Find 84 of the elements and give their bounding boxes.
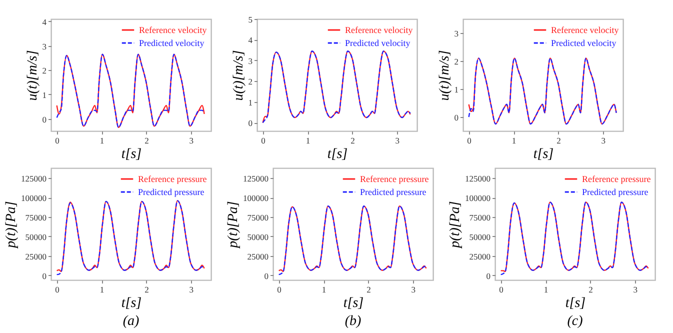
legend-label: Reference velocity bbox=[551, 25, 620, 35]
y-axis-title: u(t)[m/s] bbox=[437, 50, 452, 101]
y-tick-label: 100000 bbox=[465, 193, 490, 204]
x-tick-label: 3 bbox=[601, 136, 606, 146]
y-axis-title: u(t)[m/s] bbox=[25, 50, 40, 101]
legend-label: Predicted velocity bbox=[345, 38, 411, 48]
legend-label: Predicted pressure bbox=[360, 187, 426, 197]
y-tick-label: 125000 bbox=[465, 174, 490, 184]
x-tick-label: 3 bbox=[189, 284, 194, 294]
y-tick-label: 4 bbox=[248, 35, 254, 46]
x-axis-title: t[s] bbox=[121, 296, 142, 311]
x-tick-label: 0 bbox=[55, 284, 60, 294]
text: (c) bbox=[567, 314, 584, 329]
y-tick-label: 50000 bbox=[25, 232, 46, 242]
y-tick-label: 25000 bbox=[25, 251, 46, 262]
line-series bbox=[262, 50, 411, 124]
y-tick-label: 75000 bbox=[469, 212, 490, 222]
x-axis-title: t[s] bbox=[565, 296, 586, 311]
x-tick-label: 2 bbox=[588, 284, 593, 294]
x-tick-label: 3 bbox=[189, 136, 194, 146]
y-tick-label: 25000 bbox=[247, 251, 268, 262]
y-axis-title: p(t)[Pa] bbox=[4, 201, 19, 249]
y-tick-label: 1 bbox=[248, 97, 252, 108]
y-tick-label: 100000 bbox=[243, 193, 268, 204]
legend-label: Predicted velocity bbox=[139, 38, 205, 48]
y-tick-label: 0 bbox=[454, 112, 458, 122]
legend-label: Predicted pressure bbox=[582, 187, 648, 197]
y-tick-label: 0 bbox=[486, 270, 490, 281]
y-tick-label: 0 bbox=[42, 114, 46, 124]
y-tick-label: 50000 bbox=[247, 232, 268, 242]
y-tick-label: 1 bbox=[454, 84, 458, 94]
x-axis-title: t[s] bbox=[533, 147, 554, 162]
y-tick-label: 5 bbox=[248, 14, 252, 24]
text: (a) bbox=[122, 314, 140, 329]
x-tick-label: 2 bbox=[144, 136, 149, 146]
y-tick-label: 3 bbox=[42, 41, 46, 52]
x-tick-label: 3 bbox=[633, 284, 638, 294]
x-tick-label: 2 bbox=[556, 136, 561, 146]
y-axis-title: p(t)[Pa] bbox=[226, 201, 241, 249]
y-axis-title: u(t)[m/s] bbox=[231, 50, 246, 101]
x-tick-label: 1 bbox=[306, 136, 310, 146]
y-tick-label: 2 bbox=[454, 56, 458, 66]
line-series bbox=[56, 54, 205, 128]
x-tick-label: 1 bbox=[512, 136, 516, 146]
legend-label: Predicted velocity bbox=[551, 38, 617, 48]
legend-label: Predicted pressure bbox=[138, 187, 204, 197]
y-tick-label: 0 bbox=[42, 270, 46, 281]
y-tick-label: 3 bbox=[248, 56, 252, 66]
x-axis-title: t[s] bbox=[343, 296, 364, 311]
legend-label: Reference velocity bbox=[345, 25, 414, 35]
x-axis-title: t[s] bbox=[327, 147, 348, 162]
x-tick-label: 2 bbox=[144, 284, 149, 294]
y-tick-label: 2 bbox=[248, 76, 252, 87]
x-axis-title: t[s] bbox=[121, 147, 142, 162]
x-tick-label: 0 bbox=[277, 284, 282, 294]
y-tick-label: 25000 bbox=[469, 251, 490, 262]
x-tick-label: 1 bbox=[100, 136, 104, 146]
x-tick-label: 2 bbox=[350, 136, 355, 146]
legend-label: Reference pressure bbox=[138, 174, 207, 184]
x-tick-label: 3 bbox=[411, 284, 416, 294]
legend-label: Reference pressure bbox=[360, 174, 429, 184]
y-tick-label: 0 bbox=[248, 118, 252, 128]
y-tick-label: 75000 bbox=[247, 212, 268, 222]
legend-label: Reference velocity bbox=[139, 25, 208, 35]
y-tick-label: 4 bbox=[42, 16, 48, 27]
x-tick-label: 2 bbox=[366, 284, 371, 294]
y-axis-title: p(t)[Pa] bbox=[448, 201, 463, 249]
x-tick-label: 0 bbox=[55, 136, 60, 146]
y-tick-label: 1 bbox=[42, 90, 46, 100]
y-tick-label: 0 bbox=[264, 270, 268, 281]
y-tick-label: 3 bbox=[454, 28, 458, 38]
text: (b) bbox=[344, 314, 362, 329]
x-tick-label: 0 bbox=[499, 284, 504, 294]
x-tick-label: 1 bbox=[544, 284, 548, 294]
legend-label: Reference pressure bbox=[582, 174, 651, 184]
x-tick-label: 1 bbox=[100, 284, 104, 294]
x-tick-label: 3 bbox=[395, 136, 400, 146]
y-tick-label: 75000 bbox=[25, 212, 46, 222]
y-tick-label: 50000 bbox=[469, 232, 490, 242]
y-tick-label: 100000 bbox=[21, 193, 46, 204]
y-tick-label: 125000 bbox=[21, 174, 46, 184]
x-tick-label: 1 bbox=[322, 284, 326, 294]
y-tick-label: 2 bbox=[42, 66, 46, 76]
y-tick-label: 125000 bbox=[243, 174, 268, 184]
